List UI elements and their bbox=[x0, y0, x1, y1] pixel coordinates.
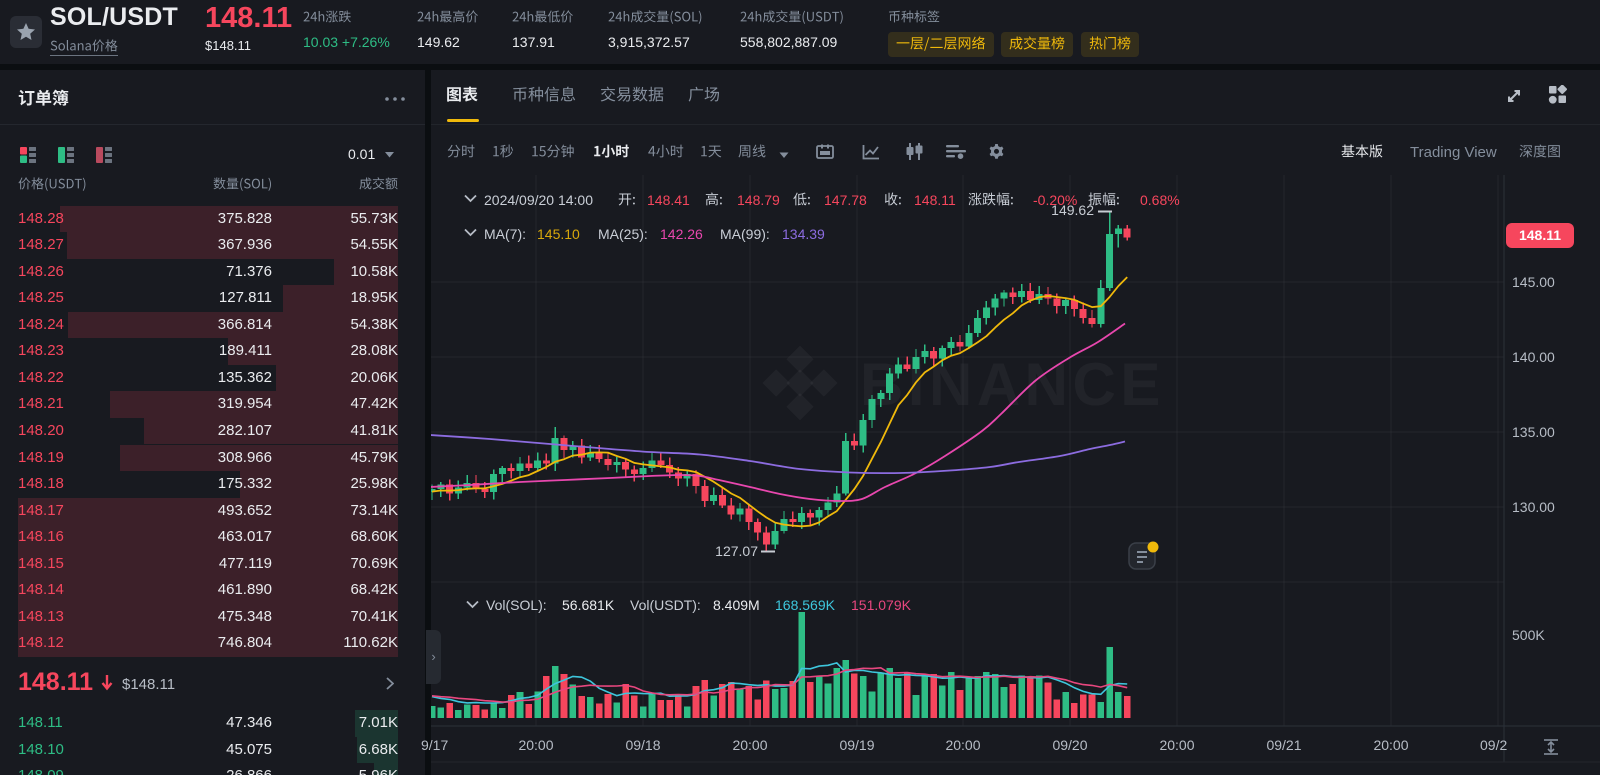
svg-text:148.11: 148.11 bbox=[1519, 227, 1561, 243]
svg-text:BINANCE: BINANCE bbox=[860, 351, 1165, 418]
